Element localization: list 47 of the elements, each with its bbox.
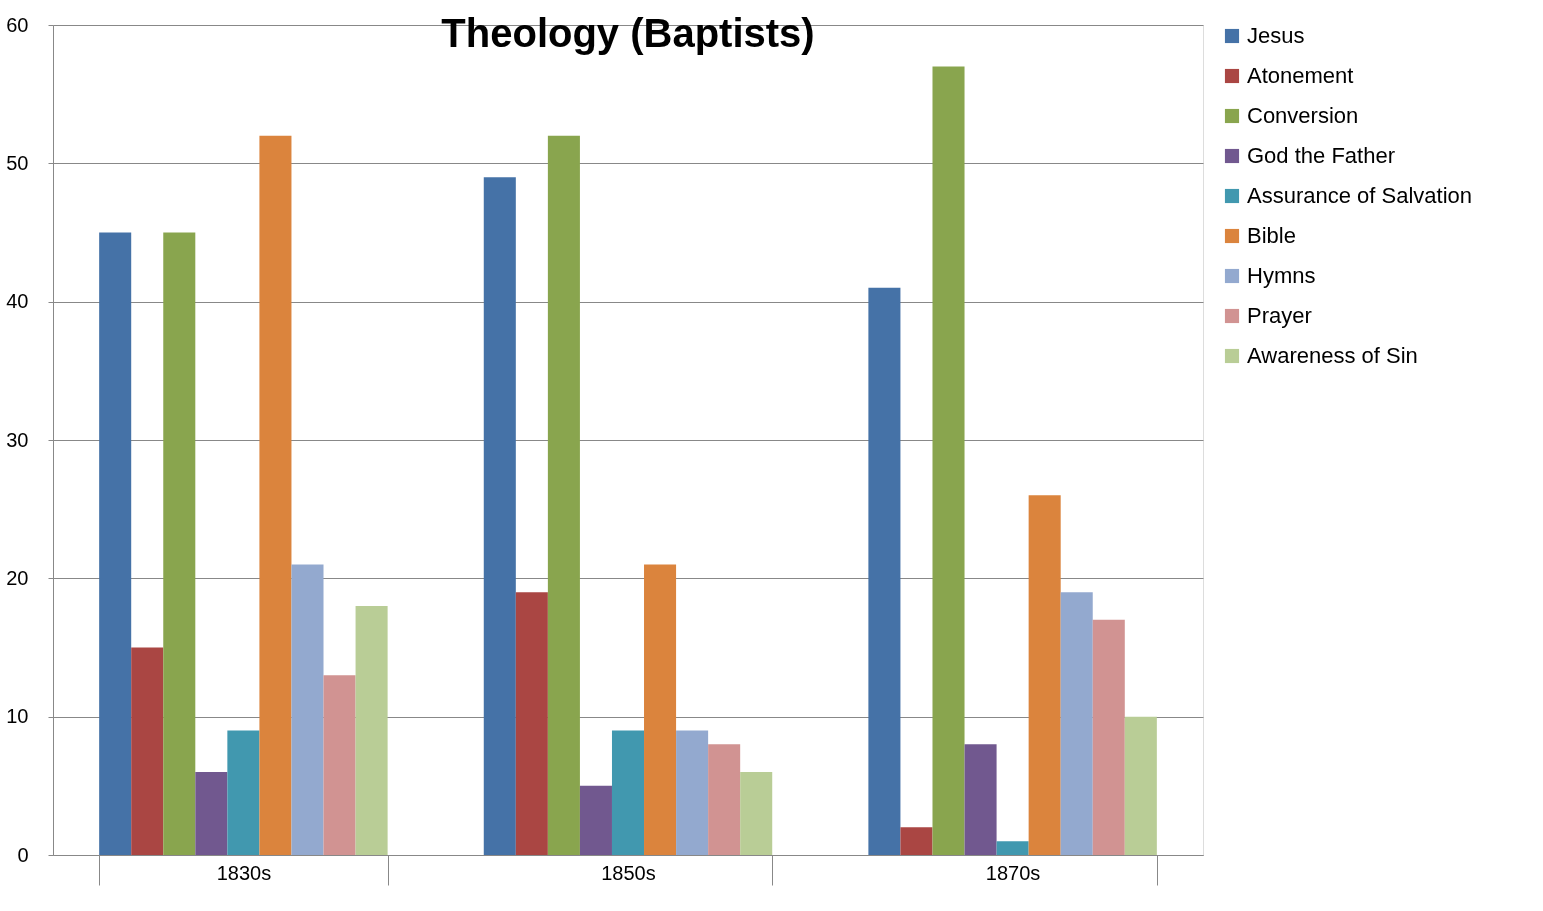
x-tick-label: 1830s [216, 861, 272, 884]
x-tick-label: 1850s [601, 861, 656, 884]
x-tick-label: 1870s [985, 861, 1041, 884]
bar [708, 744, 741, 855]
legend-label: Prayer [1247, 303, 1312, 328]
y-tick-label: 40 [6, 290, 29, 313]
y-tick-label: 30 [6, 428, 29, 451]
bar [195, 772, 228, 855]
legend-label: Atonement [1247, 63, 1354, 88]
legend-label: Conversion [1247, 103, 1359, 128]
bar [163, 232, 196, 855]
bar [740, 772, 773, 855]
bar [611, 730, 645, 855]
bar [868, 287, 901, 855]
bar [900, 827, 933, 855]
bar [579, 785, 612, 855]
y-tick-label: 10 [6, 705, 29, 728]
bar [131, 647, 164, 855]
bar [259, 135, 292, 855]
bar [1092, 619, 1125, 855]
bar [1028, 495, 1061, 855]
bar [355, 606, 388, 855]
y-tick-label: 20 [6, 566, 29, 589]
bar [515, 592, 548, 855]
y-tick-label: 0 [17, 843, 29, 866]
legend-label: Assurance of Salvation [1247, 183, 1473, 208]
bar [1060, 592, 1093, 855]
legend-label: Hymns [1247, 263, 1316, 288]
y-tick-label: 50 [6, 151, 29, 174]
bar [996, 841, 1029, 855]
bar [932, 66, 965, 855]
bar [644, 564, 677, 855]
bar [547, 135, 580, 855]
bar [1124, 716, 1157, 855]
legend-label: Awareness of Sin [1247, 343, 1418, 368]
bar [483, 177, 516, 855]
bar [676, 730, 709, 855]
legend-label: God the Father [1247, 143, 1395, 168]
bar [291, 564, 324, 855]
bar [99, 232, 132, 855]
bar [323, 675, 356, 855]
chart-title: Theology (Baptists) [441, 11, 815, 55]
bar [964, 744, 997, 855]
bar [227, 730, 260, 855]
y-tick-label: 60 [6, 13, 29, 36]
legend-label: Bible [1247, 223, 1296, 248]
legend-label: Jesus [1247, 23, 1305, 48]
